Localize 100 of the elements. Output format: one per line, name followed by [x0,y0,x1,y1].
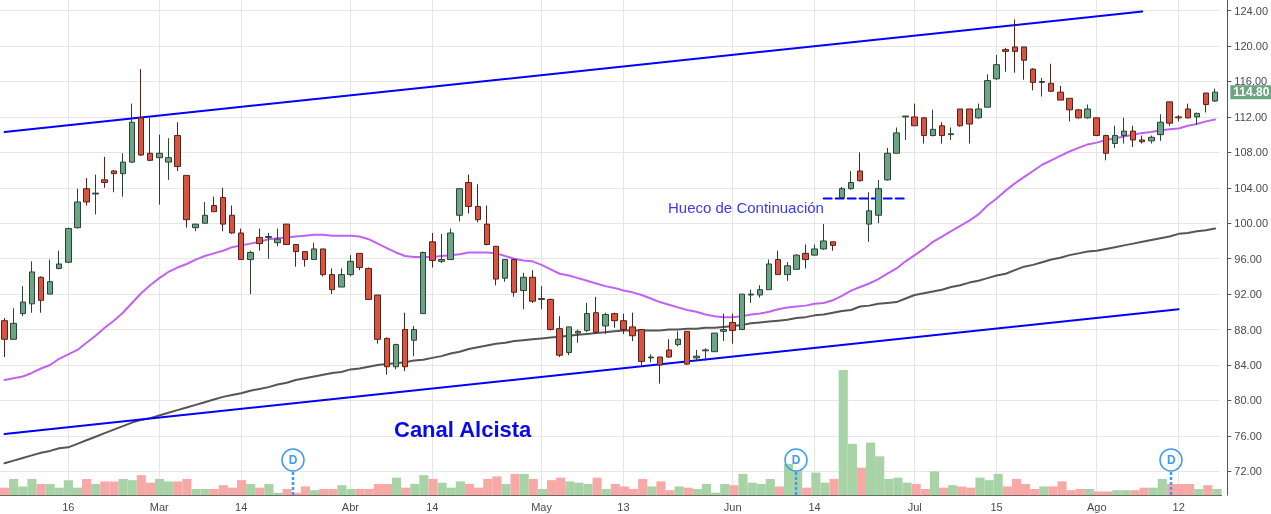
candlestick [484,205,490,246]
candlestick [29,260,35,314]
candlestick [1012,18,1018,74]
candlestick [520,272,527,310]
candlestick [256,228,263,252]
x-tick-label: Ago [1086,500,1107,513]
annotation: Hueco de Continuación [668,198,824,216]
candlestick [575,329,581,344]
bar [282,488,292,496]
annotation: D [791,452,801,467]
x-tick-label: May [531,500,553,513]
y-tick-label: 108.00 [1234,146,1269,159]
candlestick [420,251,426,315]
candlestick [1093,117,1100,137]
candlestick [1002,47,1009,73]
candlestick [966,108,973,145]
candlestick [274,228,281,247]
candlestick [129,103,135,164]
y-tick-label: 104.00 [1234,181,1269,194]
text: 114.80 [1233,85,1270,100]
y-tick-label: 112.00 [1234,110,1268,123]
candlestick [202,201,208,224]
bar [528,478,538,496]
bar [856,467,867,496]
candlestick [729,313,736,345]
bar [0,487,10,496]
candlestick [948,127,954,141]
candlestick [875,179,882,224]
candlestick [775,250,781,276]
bar [674,486,684,496]
candlestick [1021,46,1027,81]
x-tick-label: 13 [617,500,630,513]
candlestick [702,347,709,362]
candlestick [1139,135,1145,145]
candlestick [975,103,982,120]
candlestick [638,329,645,366]
candlestick [502,259,508,283]
candlestick [438,233,445,264]
candlestick [921,116,927,145]
candlestick [365,267,372,300]
y-tick-label: 100.00 [1234,217,1269,230]
candlestick [766,259,772,291]
x-tick-label: 14 [426,500,439,513]
candlestick [893,127,900,154]
candlestick [648,353,654,363]
candlestick [156,134,163,206]
bar [82,478,92,496]
candlestick [1039,77,1045,98]
bar [1212,488,1222,496]
bar [519,473,529,496]
candlestick [611,312,618,329]
bar [938,487,949,496]
candlestick [47,259,53,295]
candlestick [65,227,72,264]
y-tick-label: 124.00 [1234,4,1269,17]
candlestick [711,332,718,353]
candlestick [1185,103,1191,120]
candlestick [1203,92,1209,114]
bar [1194,488,1204,496]
candlestick [1066,97,1073,122]
candlestick [538,285,545,310]
candlestick [857,151,863,183]
candlestick [757,284,763,299]
bar [255,487,265,496]
annotation: Canal Alcista [394,416,533,442]
candlestick [302,251,308,268]
candlestick [138,68,144,157]
bar [592,477,602,496]
candlestick [602,312,609,335]
line-series [3,227,1217,465]
candlestick [165,137,172,181]
bar [36,483,46,496]
candlestick [293,244,299,268]
candlestick [547,298,554,331]
candlestick [374,294,381,345]
candlestick [211,196,217,213]
candlestick [739,293,745,331]
candlestick [802,244,809,269]
candlestick [584,302,590,333]
candlestick [1084,104,1091,120]
candlestick [693,349,700,362]
bar [774,486,784,496]
x-tick-label: Jul [907,500,922,513]
candlestick [192,223,199,232]
y-tick-label: 96.00 [1234,252,1262,265]
candlestick [247,250,254,295]
candlestick [793,253,800,270]
bar [802,487,812,496]
line-series [3,118,1217,382]
candlestick [120,152,126,198]
candlestick [511,258,517,298]
candlestick [475,183,481,223]
candlestick [411,325,417,357]
candlestick [529,269,536,304]
annotation: D [1166,452,1176,467]
candlestick [1075,108,1082,120]
candlestick [839,186,845,199]
candlestick [848,170,854,191]
x-tick-label: 12 [1172,500,1185,513]
bar [501,483,511,496]
